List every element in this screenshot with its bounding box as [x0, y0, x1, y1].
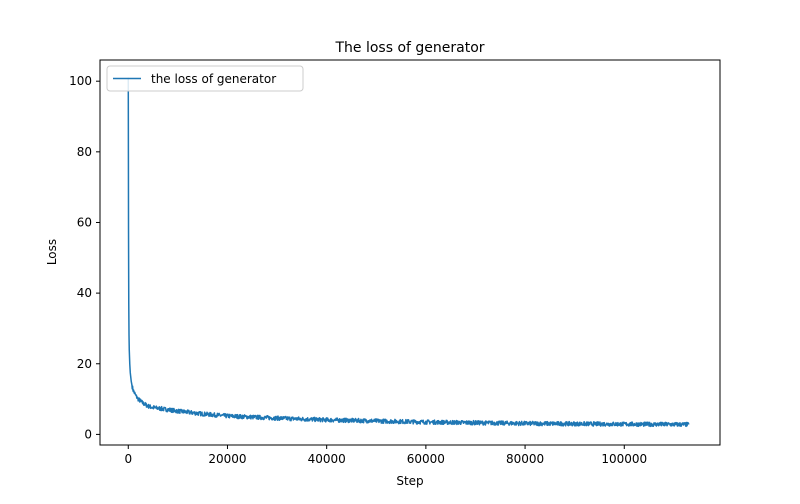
axes-frame — [99, 59, 721, 446]
series-layer — [127, 77, 690, 428]
x-tick-label: 100000 — [601, 452, 647, 466]
y-tick-label: 80 — [77, 145, 92, 159]
x-tick-label: 80000 — [506, 452, 544, 466]
y-tick-label: 20 — [77, 357, 92, 371]
legend-label: the loss of generator — [151, 72, 276, 86]
x-tick-label: 60000 — [407, 452, 445, 466]
x-axis: 0 20000 40000 60000 80000 100000 — [124, 445, 647, 466]
legend-box — [106, 65, 304, 92]
y-tick-label: 0 — [84, 427, 92, 441]
y-axis-label: Loss — [45, 239, 59, 265]
x-tick-label: 40000 — [308, 452, 346, 466]
x-tick-label: 0 — [124, 452, 132, 466]
series-line — [127, 77, 690, 428]
y-tick-label: 40 — [77, 286, 92, 300]
x-tick-label: 20000 — [208, 452, 246, 466]
y-tick-label: 100 — [69, 74, 92, 88]
legend: the loss of generator — [106, 65, 304, 92]
y-axis: 0 20 40 60 80 100 — [69, 74, 100, 441]
x-axis-label: Step — [396, 474, 423, 488]
y-tick-label: 60 — [77, 215, 92, 229]
chart-title: The loss of generator — [334, 40, 484, 56]
